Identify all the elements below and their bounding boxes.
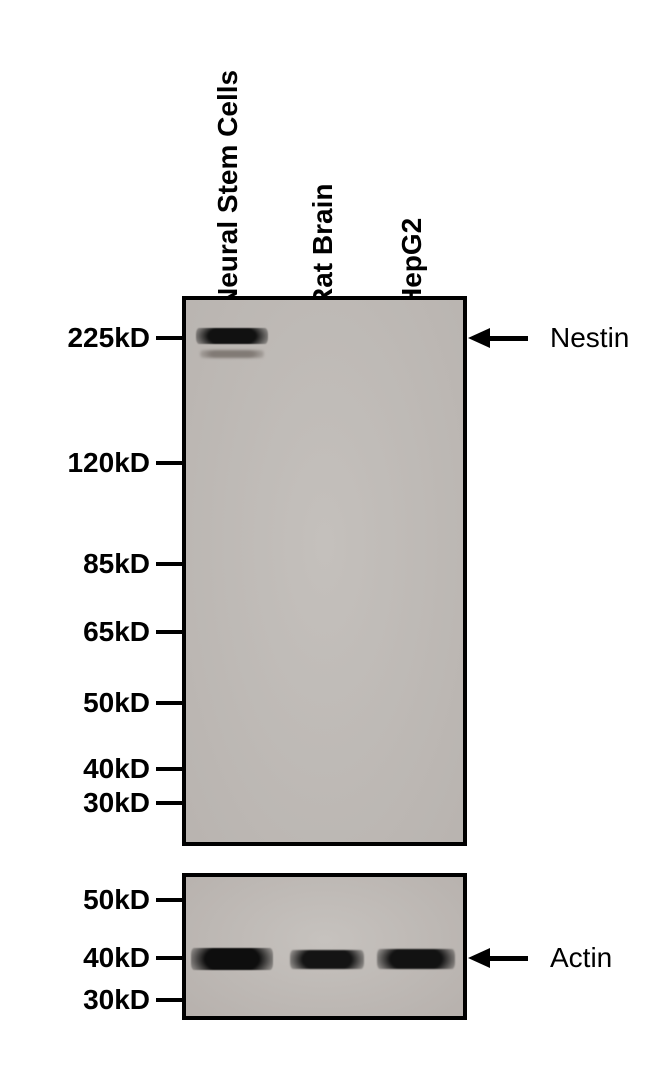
mw-tick <box>156 336 182 340</box>
band <box>377 949 455 969</box>
mw-tick <box>156 461 182 465</box>
mw-label: 50kD <box>0 689 150 717</box>
arrow-shaft <box>490 336 528 341</box>
blot-actin <box>182 873 467 1020</box>
lane-label-3: HepG2 <box>398 218 426 308</box>
mw-label: 65kD <box>0 618 150 646</box>
mw-label: 120kD <box>0 449 150 477</box>
arrow-head-icon <box>468 948 490 968</box>
mw-label: 40kD <box>0 755 150 783</box>
lane-label-1: Neural Stem Cells <box>214 70 242 308</box>
blot-membrane-bg <box>186 877 463 1016</box>
band <box>290 950 364 969</box>
lane-label-2: Rat Brain <box>309 184 337 308</box>
mw-label: 40kD <box>0 944 150 972</box>
mw-label: 225kD <box>0 324 150 352</box>
mw-tick <box>156 998 182 1002</box>
western-blot-figure: Neural Stem Cells Rat Brain HepG2 225kD 1… <box>0 0 650 1065</box>
blot-membrane-bg <box>186 300 463 842</box>
mw-tick <box>156 562 182 566</box>
arrow-head-icon <box>468 328 490 348</box>
target-label: Actin <box>550 944 612 972</box>
mw-tick <box>156 956 182 960</box>
mw-tick <box>156 630 182 634</box>
mw-tick <box>156 767 182 771</box>
mw-tick <box>156 898 182 902</box>
mw-label: 30kD <box>0 789 150 817</box>
mw-label: 30kD <box>0 986 150 1014</box>
mw-label: 85kD <box>0 550 150 578</box>
target-label: Nestin <box>550 324 629 352</box>
mw-label: 50kD <box>0 886 150 914</box>
band <box>200 350 264 358</box>
mw-tick <box>156 701 182 705</box>
blot-nestin <box>182 296 467 846</box>
band <box>196 328 268 344</box>
mw-tick <box>156 801 182 805</box>
band <box>191 948 273 970</box>
arrow-shaft <box>490 956 528 961</box>
